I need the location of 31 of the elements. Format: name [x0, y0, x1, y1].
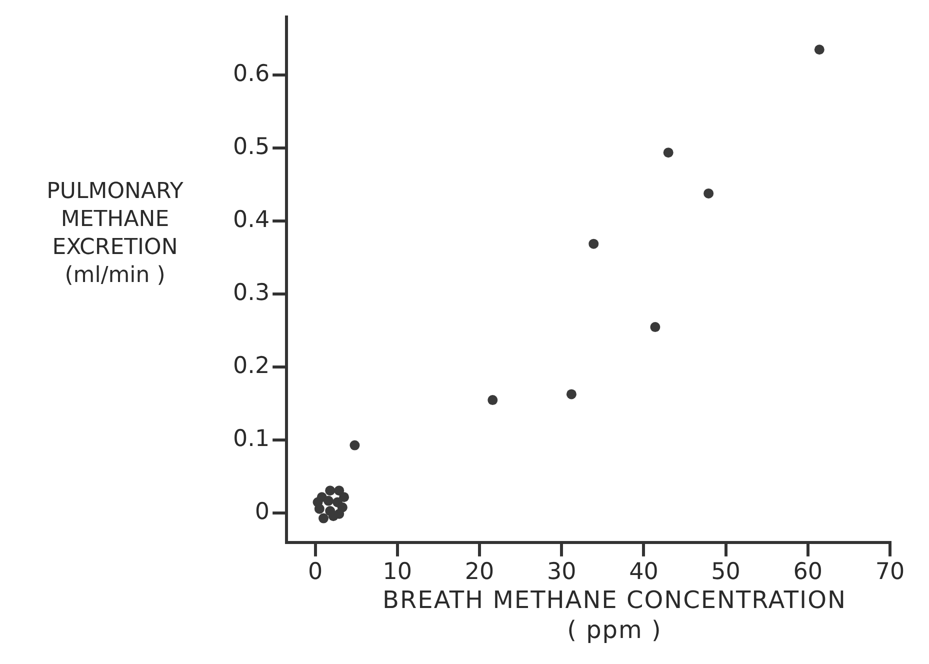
y-tick-label: 0.2	[233, 353, 270, 380]
point	[314, 504, 324, 514]
y-tick-label: 0.4	[233, 207, 270, 234]
y-tick-label: 0.3	[233, 280, 270, 306]
point	[350, 440, 360, 450]
point	[318, 513, 329, 524]
x-tick-label: 20	[464, 559, 494, 586]
point	[488, 395, 498, 406]
point	[334, 486, 344, 496]
point	[704, 188, 714, 198]
point	[588, 238, 599, 249]
x-axis-title: BREATH METHANE CONCENTRATION ( ppm )	[382, 585, 848, 645]
point	[339, 492, 350, 502]
point	[323, 496, 334, 506]
x-tick-label: 70	[875, 559, 905, 586]
point	[566, 389, 576, 400]
y-tick-label: 0	[254, 499, 270, 526]
point	[325, 486, 336, 496]
x-tick-label: 30	[546, 559, 576, 586]
point	[814, 44, 824, 55]
point	[650, 322, 660, 332]
point	[663, 148, 674, 158]
y-tick-label: 0.5	[233, 134, 270, 160]
x-tick-label: 50	[711, 559, 740, 586]
y-tick-label: 0.6	[233, 61, 270, 88]
x-tick-label: 60	[793, 559, 823, 586]
y-axis-title: PULMONARY METHANE EXCRETION (ml/min )	[46, 178, 184, 290]
x-tick-label: 40	[629, 559, 658, 586]
x-tick-label: 0	[308, 559, 323, 586]
x-tick-label: 10	[382, 559, 412, 586]
y-tick-label: 0.1	[233, 426, 270, 452]
